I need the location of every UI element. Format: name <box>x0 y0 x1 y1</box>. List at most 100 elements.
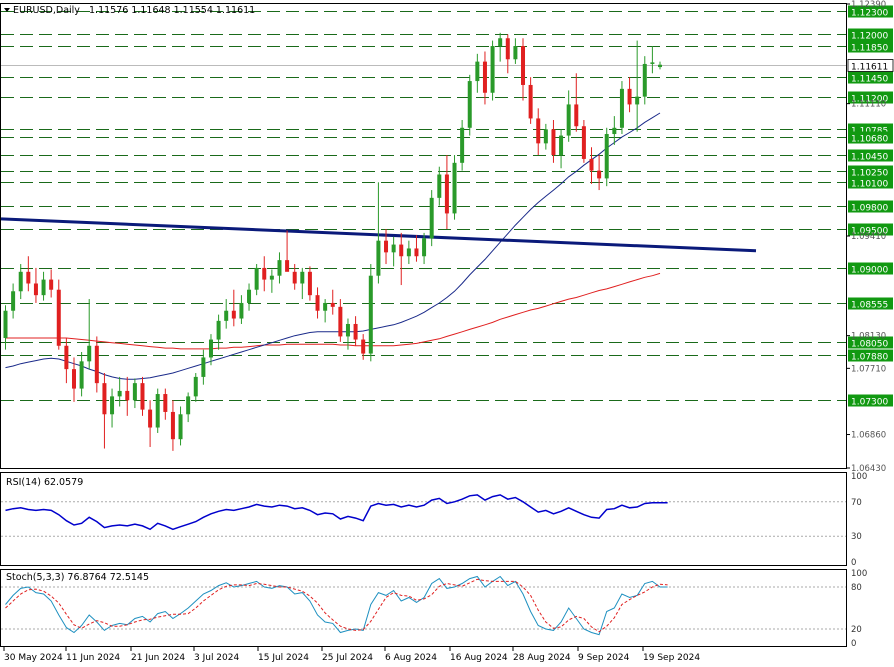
candle-body <box>604 134 609 179</box>
candle-body <box>208 339 213 358</box>
candle-body <box>650 62 655 64</box>
candle-body <box>3 310 8 338</box>
candle-body <box>437 174 442 198</box>
candle-body <box>330 302 335 307</box>
candle-body <box>384 240 389 253</box>
level-label: 1.08050 <box>851 340 888 350</box>
date-label: 25 Jul 2024 <box>322 653 373 663</box>
candle-body <box>338 306 343 337</box>
level-label: 1.11200 <box>851 95 888 105</box>
level-label: 1.11850 <box>851 44 888 54</box>
level-label-bg <box>848 131 893 144</box>
indicator-tick-label: 80 <box>851 583 862 593</box>
level-label: 1.08555 <box>851 301 888 311</box>
date-label: 15 Jul 2024 <box>258 653 309 663</box>
candle-body <box>323 302 328 311</box>
candle-body <box>315 295 320 311</box>
candle-body <box>498 38 503 47</box>
date-label: 19 Sep 2024 <box>643 653 700 663</box>
level-label-bg <box>848 349 893 362</box>
candle-body <box>269 275 274 280</box>
candlesticks <box>3 32 662 451</box>
moving-averages <box>5 112 661 380</box>
level-label-bg <box>848 91 893 104</box>
candle-body <box>292 271 297 284</box>
candle-body <box>376 240 381 276</box>
level-label: 1.09000 <box>851 266 888 276</box>
axis-tick-label: 1.06860 <box>851 431 886 441</box>
level-label-bg <box>848 223 893 236</box>
candle-body <box>345 323 350 337</box>
candle-body <box>300 271 305 284</box>
level-label: 1.09800 <box>851 204 888 214</box>
candle-body <box>566 104 571 136</box>
candle-body <box>26 271 31 284</box>
candle-body <box>414 248 419 257</box>
axis-tick-label: 1.06430 <box>851 464 886 474</box>
ma-slow-line <box>5 272 661 350</box>
level-label-bg <box>848 71 893 84</box>
candle-body <box>170 411 175 440</box>
candle-body <box>589 158 594 171</box>
candle-body <box>619 88 624 128</box>
candle-body <box>33 283 38 296</box>
level-label-bg <box>848 262 893 275</box>
candle-body <box>140 383 145 410</box>
candle-body <box>642 63 647 97</box>
rsi-indicator: 100 70 30 0 <box>1 472 867 568</box>
rsi-panel-frame <box>0 472 847 566</box>
candle-body <box>475 61 480 82</box>
stoch-main-line <box>5 575 668 636</box>
candle-body <box>536 118 541 144</box>
indicator-tick-label: 70 <box>851 498 862 508</box>
rsi-line <box>5 494 668 531</box>
level-label-bg <box>848 394 893 407</box>
candle-body <box>467 81 472 128</box>
candle-body <box>193 376 198 397</box>
level-label: 1.07880 <box>851 353 888 363</box>
candle-body <box>262 267 267 280</box>
date-label: 16 Aug 2024 <box>450 653 508 663</box>
candle-body <box>597 170 602 179</box>
candle-body <box>117 390 122 397</box>
ma-fast-line <box>5 112 661 380</box>
date-label: 11 Jun 2024 <box>66 653 120 663</box>
dropdown-triangle-icon[interactable] <box>4 8 10 12</box>
candle-body <box>429 197 434 239</box>
horizontal-levels <box>1 11 846 401</box>
candle-body <box>216 320 221 340</box>
indicator-tick-label: 100 <box>851 472 867 482</box>
candle-body <box>110 396 115 415</box>
candle-body <box>277 260 282 276</box>
indicator-tick-label: 0 <box>851 558 856 568</box>
indicator-tick-label: 30 <box>851 532 862 542</box>
candle-body <box>56 289 61 346</box>
candle-body <box>79 361 84 389</box>
indicator-tick-label: 0 <box>851 639 856 649</box>
candle-body <box>399 244 404 257</box>
level-label-bg <box>848 336 893 349</box>
candle-body <box>513 46 518 60</box>
candle-body <box>247 289 252 303</box>
candle-body <box>148 409 153 428</box>
candle-body <box>102 383 107 415</box>
axis-tick-label: 1.12390 <box>851 0 886 10</box>
candle-body <box>460 127 465 163</box>
candle-body <box>635 96 640 105</box>
rsi-title: RSI(14) 62.0579 <box>6 477 83 488</box>
level-label-bg <box>848 28 893 41</box>
candle-body <box>521 46 526 85</box>
axis-tick-label: 1.11110 <box>851 100 886 110</box>
level-label: 1.11450 <box>851 75 888 85</box>
candle-body <box>612 127 617 135</box>
candle-body <box>490 46 495 93</box>
level-label: 1.07300 <box>851 398 888 408</box>
stoch-panel-frame <box>0 569 847 647</box>
level-label-bg <box>848 200 893 213</box>
level-label-bg <box>848 40 893 53</box>
candle-body <box>41 279 46 296</box>
date-label: 9 Sep 2024 <box>578 653 630 663</box>
candle-body <box>543 129 548 144</box>
candle-body <box>125 390 130 401</box>
